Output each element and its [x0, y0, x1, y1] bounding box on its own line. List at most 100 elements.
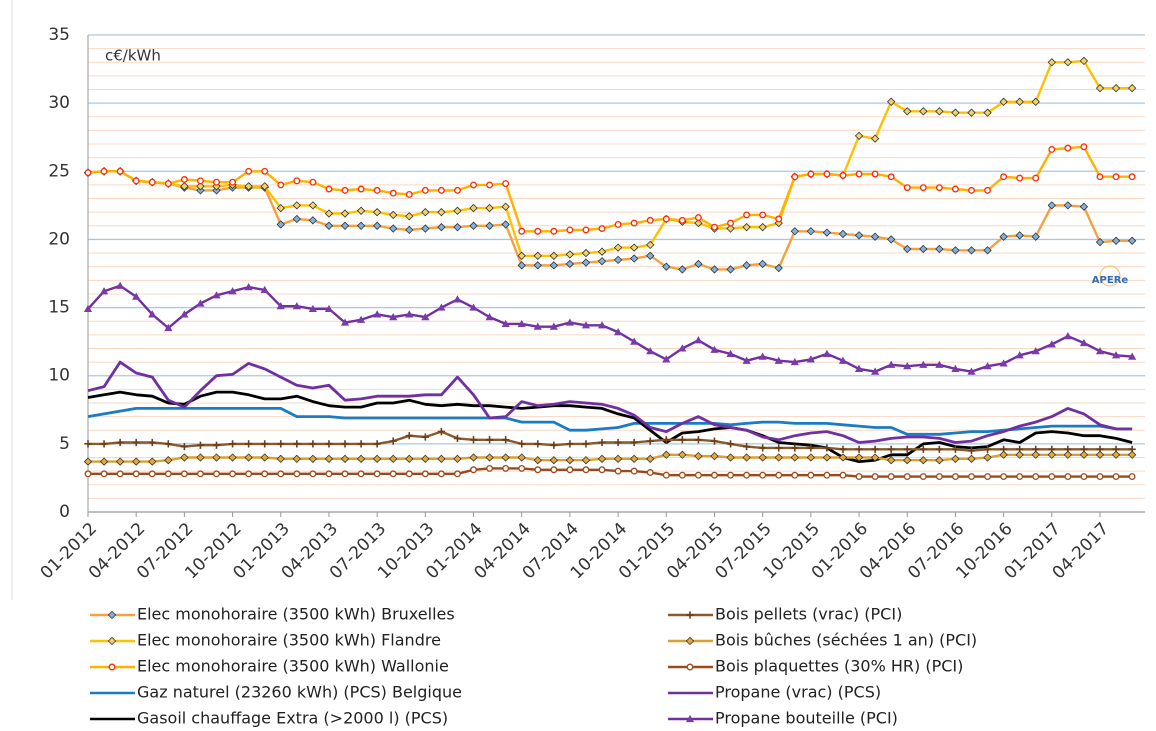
marker: [293, 177, 301, 185]
grid: [87, 34, 1145, 517]
marker: [999, 97, 1008, 106]
marker: [196, 453, 205, 462]
marker: [421, 208, 430, 217]
marker: [1015, 450, 1024, 459]
marker: [148, 470, 156, 478]
marker: [903, 473, 911, 481]
marker: [951, 108, 960, 117]
marker: [597, 321, 607, 329]
logo: APERe: [1092, 275, 1129, 286]
marker: [855, 170, 863, 178]
marker: [710, 437, 719, 445]
marker: [421, 470, 429, 478]
marker: [646, 469, 654, 476]
marker: [630, 438, 638, 447]
marker: [742, 261, 751, 270]
marker: [213, 470, 220, 478]
marker: [759, 211, 767, 219]
marker: [742, 453, 751, 462]
marker: [261, 440, 269, 448]
marker: [453, 206, 462, 215]
series-line: [87, 284, 1133, 373]
marker: [887, 97, 896, 106]
marker: [228, 453, 237, 462]
marker: [99, 457, 109, 466]
marker: [1000, 173, 1008, 181]
marker: [903, 456, 912, 465]
marker: [758, 352, 767, 360]
marker: [742, 222, 751, 232]
marker: [453, 222, 462, 232]
marker: [999, 232, 1008, 241]
marker: [107, 636, 117, 646]
marker: [372, 208, 382, 217]
marker: [469, 203, 478, 213]
marker: [309, 440, 317, 448]
marker: [550, 441, 558, 449]
marker: [1079, 56, 1089, 66]
marker: [260, 285, 269, 293]
legend-label: Elec monohoraire (3500 kWh) Bruxelles: [137, 605, 455, 624]
series-line: [87, 360, 1133, 444]
marker: [646, 437, 654, 445]
marker: [373, 440, 381, 448]
marker: [196, 177, 204, 185]
marker: [775, 444, 783, 452]
series: [83, 281, 1137, 375]
marker: [983, 445, 992, 453]
marker: [694, 436, 703, 444]
marker: [308, 201, 318, 210]
marker: [308, 454, 318, 464]
marker: [518, 227, 526, 235]
marker: [871, 473, 879, 481]
marker: [935, 456, 944, 465]
marker: [566, 440, 574, 448]
marker: [678, 450, 687, 459]
marker: [919, 456, 928, 465]
marker: [357, 185, 365, 193]
marker: [196, 441, 205, 449]
marker: [613, 328, 623, 336]
marker: [517, 453, 526, 462]
marker: [534, 466, 542, 474]
marker: [967, 367, 976, 375]
marker: [534, 227, 542, 235]
marker: [164, 180, 172, 188]
marker: [485, 453, 494, 462]
marker: [807, 170, 815, 178]
marker: [292, 201, 301, 210]
marker: [759, 471, 767, 479]
marker: [598, 225, 606, 232]
marker: [629, 254, 639, 263]
marker: [694, 214, 702, 222]
marker: [686, 611, 694, 619]
marker: [116, 438, 124, 447]
marker: [968, 473, 975, 481]
legend-item: Bois plaquettes (30% HR) (PCI): [668, 657, 963, 676]
marker: [1048, 473, 1056, 481]
marker: [341, 440, 349, 448]
marker: [1080, 473, 1088, 481]
marker: [1047, 340, 1056, 348]
marker: [1080, 143, 1088, 151]
marker: [806, 453, 816, 462]
y-tick-label: 30: [48, 93, 70, 113]
marker: [1112, 173, 1120, 181]
legend-label: Gaz naturel (23260 kWh) (PCS) Belgique: [137, 683, 462, 702]
legend-item: Gasoil chauffage Extra (>2000 l) (PCS): [90, 709, 448, 728]
marker: [356, 454, 366, 464]
legend-label: Bois bûches (séchées 1 an) (PCI): [715, 631, 977, 650]
marker: [1048, 146, 1056, 153]
marker: [871, 367, 880, 375]
marker: [951, 445, 960, 453]
marker: [1095, 237, 1105, 247]
marker: [581, 456, 591, 465]
marker: [1047, 450, 1056, 459]
marker: [967, 454, 976, 464]
marker: [421, 186, 429, 194]
marker: [550, 466, 558, 474]
y-tick-label: 5: [59, 434, 70, 454]
marker: [1079, 450, 1089, 459]
marker: [710, 345, 719, 353]
